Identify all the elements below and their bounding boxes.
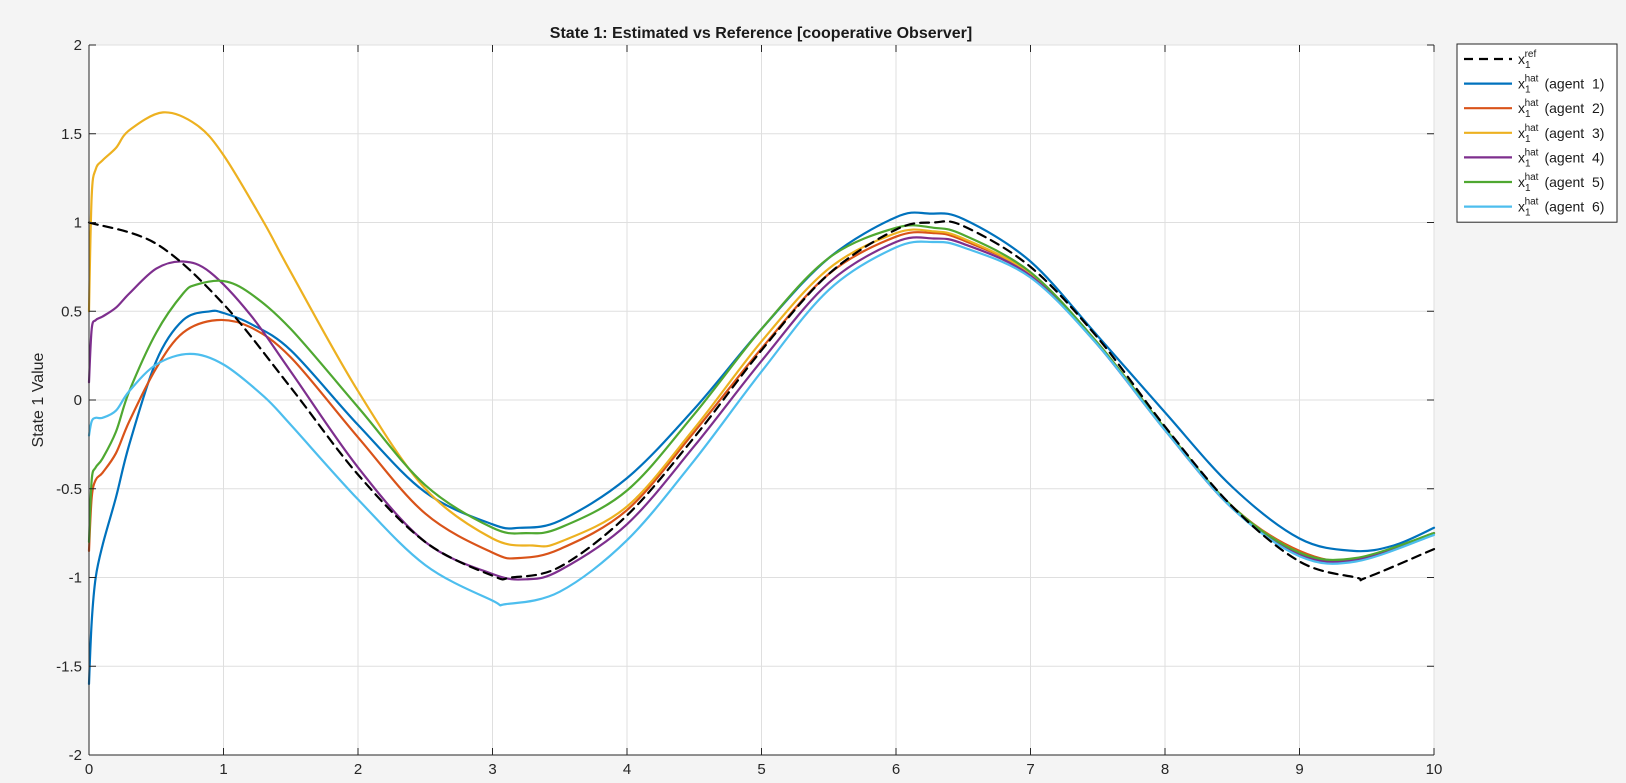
legend-label: x1hat (agent 2) bbox=[1518, 98, 1604, 120]
x-tick-label: 0 bbox=[85, 761, 93, 778]
series-line-agent-6 bbox=[87, 240, 1436, 607]
x-tick-label: 2 bbox=[354, 761, 362, 778]
series-line-agent-1 bbox=[87, 211, 1436, 686]
y-tick-label: 2 bbox=[74, 37, 82, 54]
y-tick-label: -1 bbox=[69, 570, 82, 587]
y-tick-label: -1.5 bbox=[56, 658, 82, 675]
y-tick-label: 0.5 bbox=[61, 303, 82, 320]
series-line-reference bbox=[87, 220, 1436, 582]
legend-label: x1hat (agent 1) bbox=[1518, 74, 1604, 96]
x-tick-label: 1 bbox=[219, 761, 227, 778]
y-tick-label: 0 bbox=[74, 392, 82, 409]
legend: x1ref x1hat (agent 1)x1hat (agent 2) x1hat (a… bbox=[1456, 43, 1618, 223]
legend-label: x1hat (agent 4) bbox=[1518, 147, 1604, 169]
legend-label: x1hat (agent 3) bbox=[1518, 123, 1604, 145]
x-tick-label: 4 bbox=[623, 761, 631, 778]
x-tick-label: 3 bbox=[488, 761, 496, 778]
y-tick-label: -2 bbox=[69, 747, 82, 764]
legend-label: x1hat (agent 6) bbox=[1518, 197, 1604, 219]
y-tick-label: -0.5 bbox=[56, 481, 82, 498]
chart-title: State 1: Estimated vs Reference [coopera… bbox=[550, 25, 972, 42]
y-tick-label: 1 bbox=[74, 215, 82, 232]
x-tick-label: 8 bbox=[1161, 761, 1169, 778]
x-tick-label: 6 bbox=[892, 761, 900, 778]
x-tick-label: 10 bbox=[1426, 761, 1443, 778]
x-tick-label: 5 bbox=[757, 761, 765, 778]
y-tick-label: 1.5 bbox=[61, 126, 82, 143]
y-axis-label: State 1 Value bbox=[30, 352, 47, 447]
legend-label: x1hat (agent 5) bbox=[1518, 172, 1604, 194]
axes: 0 1 2 3 4 5 6 7 8 9 10 2 1.5 1 0.5 0 -0.5 -1 -1.5 -2 bbox=[56, 37, 1442, 778]
series-group bbox=[87, 111, 1436, 686]
legend-label: x1ref bbox=[1518, 49, 1536, 71]
x-tick-label: 9 bbox=[1295, 761, 1303, 778]
x-tick-label: 7 bbox=[1026, 761, 1034, 778]
